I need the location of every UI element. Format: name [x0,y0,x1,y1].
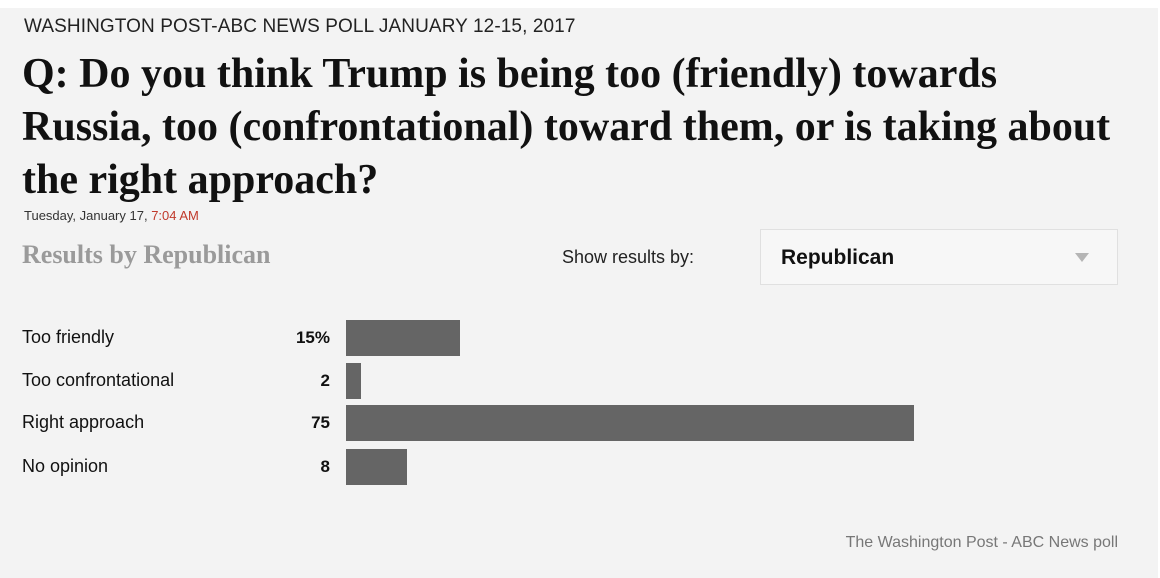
bar-too-friendly [346,320,460,356]
poll-question: Q: Do you think Trump is being too (frie… [22,51,1111,203]
row-label: Too confrontational [22,370,175,390]
chevron-down-icon [1075,253,1089,262]
poll-kicker: WASHINGTON POST-ABC NEWS POLL JANUARY 12… [24,16,576,37]
bar-too-confrontational [346,363,361,399]
row-label: No opinion [22,456,109,476]
row-label: Right approach [22,412,145,432]
group-select-value: Republican [781,246,895,269]
time-text: 7:04 AM [151,208,199,223]
row-value: 15% [295,328,330,347]
row-value: 2 [320,371,330,390]
date-text: Tuesday, January 17, [24,208,152,223]
show-results-label: Show results by: [562,247,695,267]
bar-no-opinion [346,449,407,485]
poll-card: WASHINGTON POST-ABC NEWS POLL JANUARY 12… [0,8,1158,578]
group-select[interactable]: Republican [760,229,1118,285]
bar-right-approach [346,405,914,441]
dateline: Tuesday, January 17, 7:04 AM [24,208,199,223]
row-value: 8 [320,457,330,476]
results-title: Results by Republican [22,240,271,269]
row-value: 75 [311,413,330,432]
row-label: Too friendly [22,327,115,347]
source-credit: The Washington Post - ABC News poll [845,534,1118,551]
